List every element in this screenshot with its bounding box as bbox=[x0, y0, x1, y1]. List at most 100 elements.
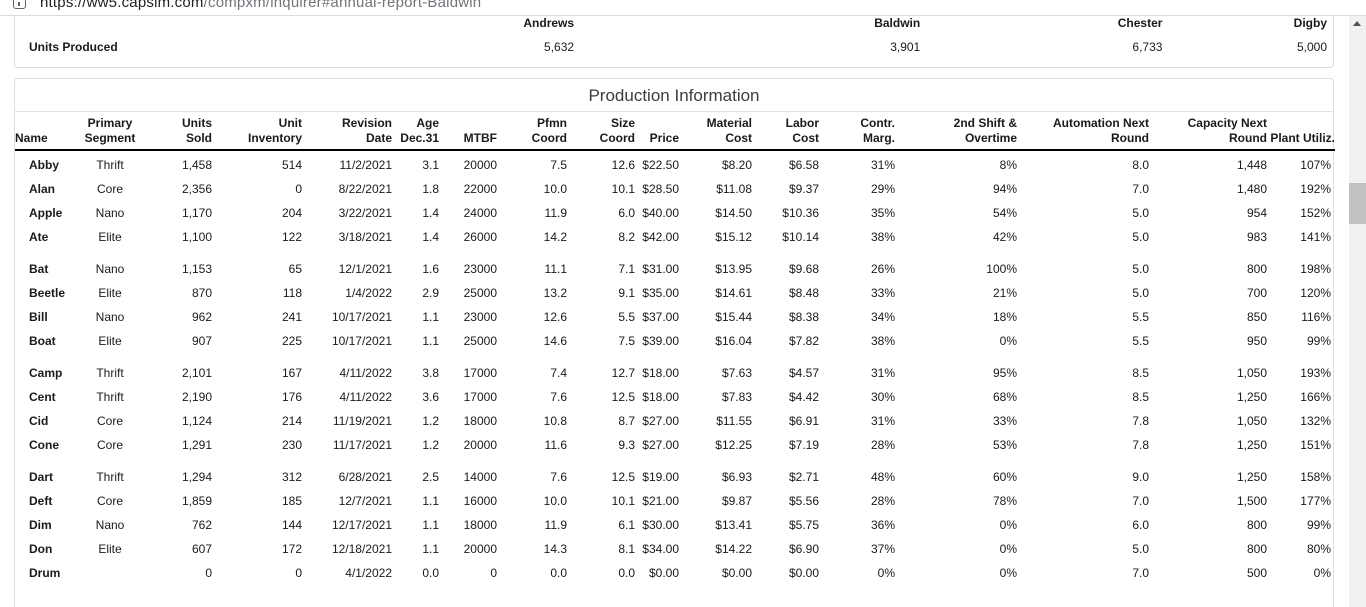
product-cell: $14.22 bbox=[715, 542, 752, 556]
product-cell: 1,250 bbox=[1236, 390, 1267, 404]
product-cell: 198% bbox=[1300, 262, 1331, 276]
product-cell: 0 bbox=[295, 182, 302, 196]
product-cell: 12.5 bbox=[611, 390, 635, 404]
product-cell: 12.6 bbox=[611, 158, 635, 172]
product-cell: Cid bbox=[29, 414, 49, 428]
product-cell: 4/1/2022 bbox=[345, 566, 392, 580]
product-cell: 12/7/2021 bbox=[338, 494, 392, 508]
product-cell: 193% bbox=[1300, 366, 1331, 380]
product-cell: $8.20 bbox=[721, 158, 752, 172]
product-cell: 33% bbox=[992, 414, 1017, 428]
product-cell: 2,101 bbox=[181, 366, 212, 380]
units-produced-value-andrews: 5,632 bbox=[544, 40, 575, 54]
product-cell: 2,356 bbox=[181, 182, 212, 196]
product-cell: 12.7 bbox=[611, 366, 635, 380]
product-row-camp: Camp Thrift 2,101 167 4/11/2022 3.8 17000 7.4 12… bbox=[15, 361, 1335, 385]
product-cell: Beetle bbox=[29, 286, 66, 300]
product-cell: 14.2 bbox=[543, 230, 567, 244]
product-row-apple: Apple Nano 1,170 204 3/22/2021 1.4 24000 11.9 6.… bbox=[15, 201, 1335, 225]
column-header-cost: Labor Cost bbox=[785, 116, 819, 145]
product-cell: 16000 bbox=[463, 494, 497, 508]
product-cell: 8.2 bbox=[618, 230, 635, 244]
scrollbar-track[interactable] bbox=[1349, 16, 1366, 607]
product-row-ate: Ate Elite 1,100 122 3/18/2021 1.4 26000 14.2 8.2… bbox=[15, 225, 1335, 249]
product-cell: 1,291 bbox=[181, 438, 212, 452]
product-cell: 42% bbox=[992, 230, 1017, 244]
product-cell: 0.0 bbox=[618, 566, 635, 580]
product-cell: Elite bbox=[98, 230, 122, 244]
product-cell: 4/11/2022 bbox=[339, 390, 393, 404]
product-cell: $18.00 bbox=[642, 390, 679, 404]
product-cell: Dim bbox=[29, 518, 52, 532]
product-cell: Nano bbox=[95, 518, 125, 532]
product-cell: Boat bbox=[29, 334, 56, 348]
product-cell: 29% bbox=[870, 182, 895, 196]
product-cell: 1.1 bbox=[422, 310, 439, 324]
product-row-deft: Deft Core 1,859 185 12/7/2021 1.1 16000 10.0 10.… bbox=[15, 489, 1335, 513]
address-url[interactable]: https://ww5.capsim.com/compxm/inquirer#a… bbox=[40, 0, 481, 10]
product-cell: 1,100 bbox=[181, 230, 212, 244]
scroll-up-icon[interactable] bbox=[1353, 21, 1361, 26]
product-cell: 17000 bbox=[463, 390, 497, 404]
product-cell: 7.0 bbox=[1132, 566, 1149, 580]
page-info-icon[interactable] bbox=[13, 0, 26, 9]
product-cell: 25000 bbox=[463, 286, 497, 300]
product-cell: 1,294 bbox=[181, 470, 212, 484]
product-cell: 3.1 bbox=[422, 158, 439, 172]
product-cell: 14.3 bbox=[543, 542, 567, 556]
product-cell: Don bbox=[29, 542, 53, 556]
product-cell: 185 bbox=[281, 494, 302, 508]
column-header-segment: Primary Segment bbox=[84, 116, 136, 145]
product-cell: $6.93 bbox=[721, 470, 752, 484]
product-cell: 907 bbox=[191, 334, 212, 348]
product-cell: 1.1 bbox=[422, 518, 439, 532]
product-row-don: Don Elite 607 172 12/18/2021 1.1 20000 14.3 8.1 $… bbox=[15, 537, 1335, 561]
product-cell: 100% bbox=[986, 262, 1017, 276]
product-cell: 8% bbox=[999, 158, 1017, 172]
product-cell: 10/17/2021 bbox=[331, 310, 392, 324]
product-cell: Elite bbox=[98, 334, 122, 348]
product-cell: 1,153 bbox=[181, 262, 212, 276]
product-cell: 5.0 bbox=[1132, 286, 1149, 300]
product-cell: 22000 bbox=[463, 182, 497, 196]
product-cell: Alan bbox=[29, 182, 56, 196]
product-cell: 20000 bbox=[463, 438, 497, 452]
product-cell: 95% bbox=[992, 366, 1017, 380]
product-cell: Bat bbox=[29, 262, 49, 276]
product-cell: $40.00 bbox=[642, 206, 679, 220]
product-cell: 8.1 bbox=[618, 542, 635, 556]
product-cell: 99% bbox=[1306, 518, 1331, 532]
product-cell: 1,124 bbox=[181, 414, 212, 428]
product-cell: $0.00 bbox=[648, 566, 679, 580]
product-cell: 53% bbox=[992, 438, 1017, 452]
product-cell: 3/18/2021 bbox=[338, 230, 392, 244]
product-cell: 0 bbox=[295, 566, 302, 580]
product-cell: 192% bbox=[1300, 182, 1331, 196]
column-header-dec-31: Age Dec.31 bbox=[400, 116, 439, 145]
product-cell: 214 bbox=[281, 414, 302, 428]
scrollbar-thumb[interactable] bbox=[1349, 183, 1366, 224]
product-cell: 3/22/2021 bbox=[338, 206, 392, 220]
product-cell: 762 bbox=[191, 518, 212, 532]
product-cell: 11.9 bbox=[544, 518, 567, 532]
product-cell: 28% bbox=[870, 438, 895, 452]
production-title: Production Information bbox=[15, 79, 1333, 112]
product-cell: $6.91 bbox=[788, 414, 819, 428]
product-cell: Thrift bbox=[96, 158, 124, 172]
product-cell: $21.00 bbox=[642, 494, 679, 508]
company-header-row: Andrews Baldwin Chester Digby bbox=[15, 11, 1333, 35]
company-header-baldwin: Baldwin bbox=[874, 16, 921, 30]
column-header-cost: Material Cost bbox=[706, 116, 752, 145]
address-url-path: /compxm/inquirer#annual-report-Baldwin bbox=[203, 0, 482, 11]
product-cell: 120% bbox=[1300, 286, 1331, 300]
browser-address-bar[interactable]: https://ww5.capsim.com/compxm/inquirer#a… bbox=[0, 0, 1366, 16]
product-cell: $18.00 bbox=[642, 366, 679, 380]
product-cell: 500 bbox=[1246, 566, 1267, 580]
product-cell: Bill bbox=[29, 310, 48, 324]
product-cell: $28.50 bbox=[642, 182, 679, 196]
product-cell: $7.19 bbox=[788, 438, 819, 452]
product-cell: $30.00 bbox=[642, 518, 679, 532]
product-cell: $12.25 bbox=[715, 438, 752, 452]
product-cell: Core bbox=[96, 438, 123, 452]
column-header-name: Name bbox=[15, 131, 48, 145]
